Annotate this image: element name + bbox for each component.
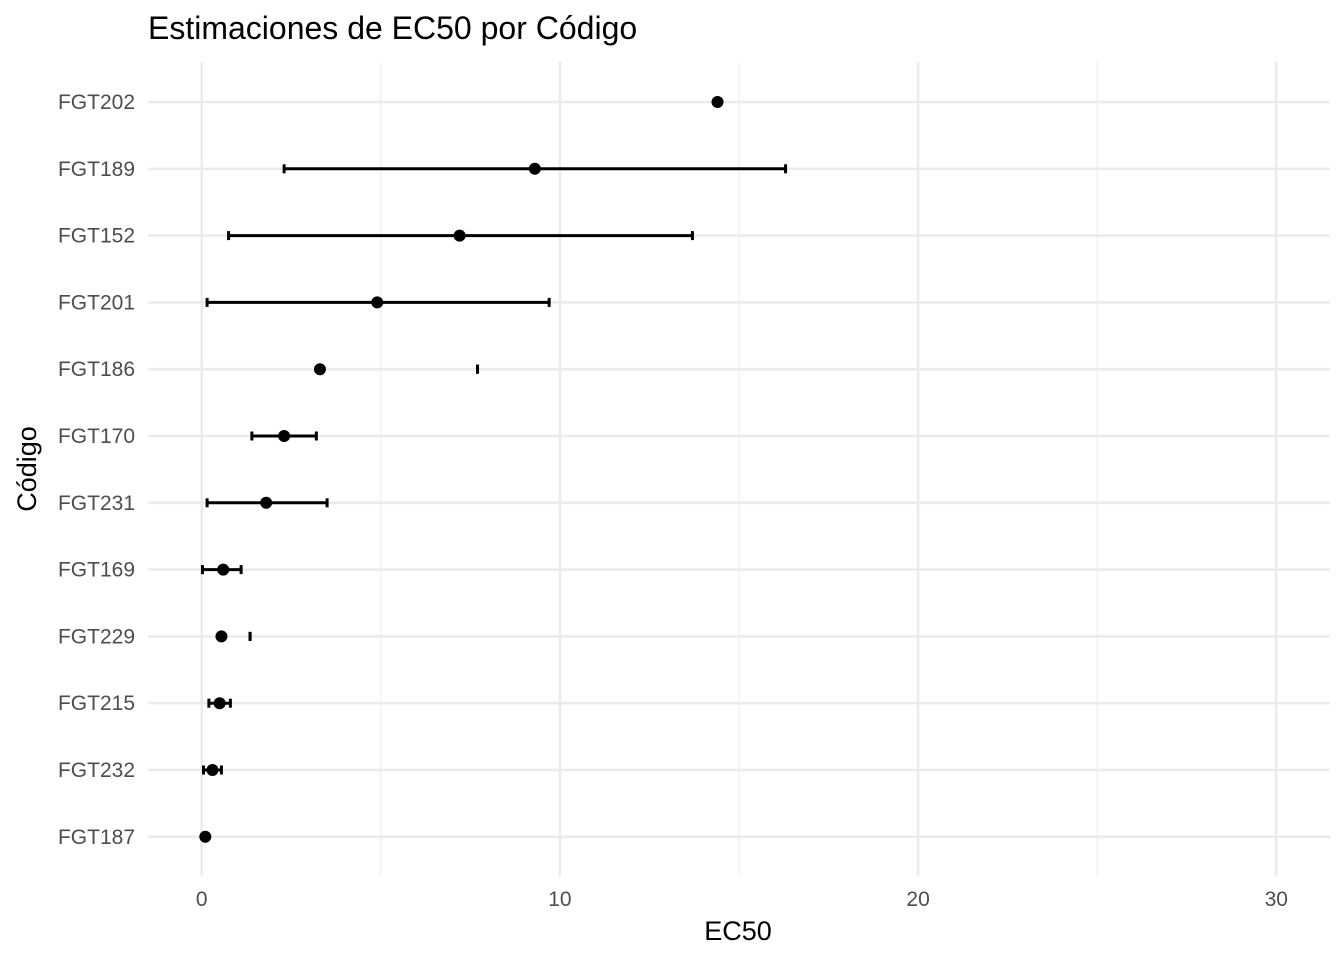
x-tick-labels: 0 10 20 30: [196, 888, 1288, 911]
y-axis-title: Código: [12, 426, 42, 512]
data-point: [260, 496, 273, 509]
y-tick-label: FGT189: [58, 158, 135, 181]
x-tick-label: 20: [906, 888, 929, 911]
x-tick-label: 30: [1265, 888, 1288, 911]
y-tick-label: FGT169: [58, 559, 135, 582]
y-tick-label: FGT201: [58, 291, 135, 314]
data-point: [278, 430, 291, 442]
data-point: [217, 563, 230, 576]
error-bars: [200, 164, 788, 775]
data-point: [711, 96, 724, 108]
data-point: [213, 697, 226, 710]
y-tick-label: FGT202: [58, 91, 135, 114]
y-tick-labels: FGT202 FGT189 FGT152 FGT201 FGT186 FGT170 FGT2…: [58, 91, 135, 849]
data-point: [206, 764, 219, 776]
grid: [148, 62, 1330, 876]
data-points: [199, 96, 724, 843]
data-point: [313, 363, 326, 376]
y-tick-label: FGT232: [58, 759, 135, 782]
data-point: [528, 162, 541, 175]
data-point: [371, 296, 384, 309]
y-tick-label: FGT152: [58, 225, 135, 248]
y-tick-label: FGT231: [58, 492, 135, 515]
data-point: [215, 630, 228, 643]
y-tick-label: FGT170: [58, 425, 135, 448]
x-tick-label: 10: [548, 888, 571, 911]
y-tick-label: FGT187: [58, 826, 135, 849]
x-axis-title: EC50: [704, 916, 772, 946]
y-tick-label: FGT229: [58, 625, 135, 648]
data-point: [453, 229, 466, 242]
chart-title: Estimaciones de EC50 por Código: [148, 10, 637, 46]
y-tick-label: FGT215: [58, 692, 135, 715]
x-tick-label: 0: [196, 888, 208, 911]
y-tick-label: FGT186: [58, 358, 135, 381]
data-point: [199, 830, 212, 843]
